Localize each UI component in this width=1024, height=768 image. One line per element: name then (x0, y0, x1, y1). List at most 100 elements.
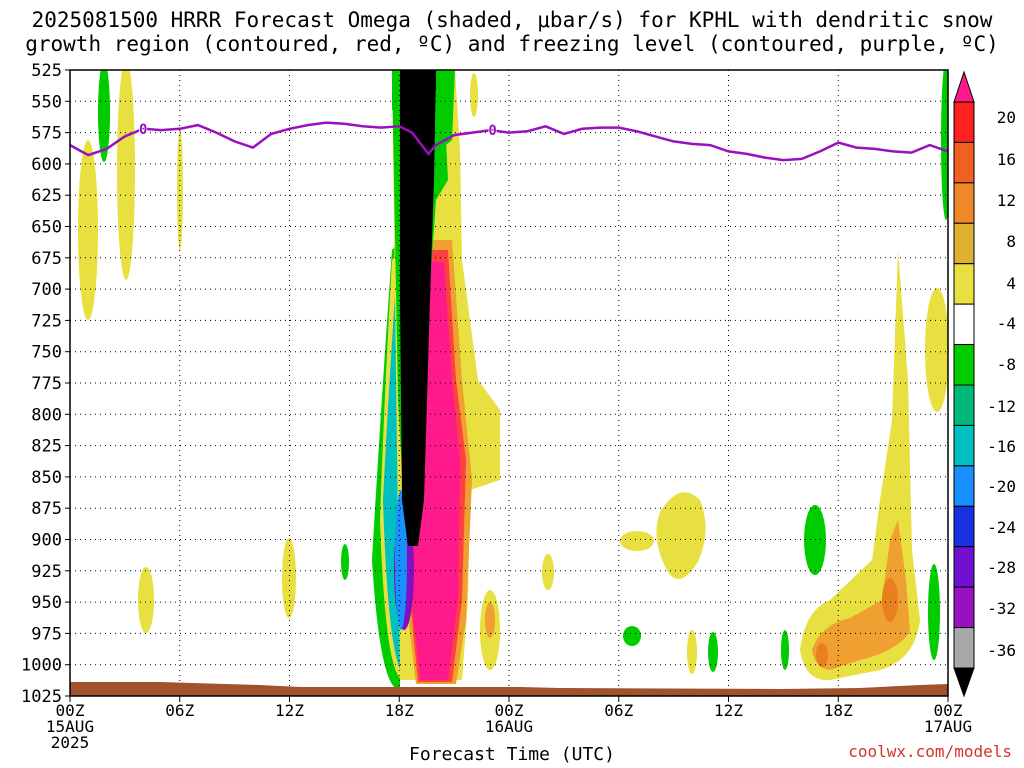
colorbar-label-11: -28 (987, 558, 1016, 577)
shaded-region-22 (485, 602, 495, 638)
x-tick-label-6: 12Z (714, 701, 743, 720)
x-tick-label-0: 00Z (56, 701, 85, 720)
colorbar-label-6: -8 (997, 355, 1016, 374)
terrain-fill (70, 682, 948, 696)
plot-frame (69, 69, 949, 697)
y-tick-label-0: 525 (31, 61, 62, 81)
y-tick-label-19: 1000 (21, 656, 62, 676)
colorbar-swatch-2 (953, 141, 975, 184)
colorbar-bottom-triangle (953, 667, 975, 698)
colorbar-label-7: -12 (987, 397, 1016, 416)
shaded-region-18 (400, 70, 436, 546)
shaded-region-6 (341, 544, 349, 580)
freezing-label-bg-0 (139, 121, 148, 136)
x-tick-label-4: 00Z (495, 701, 524, 720)
y-tick-label-13: 850 (31, 468, 62, 488)
shaded-layer (78, 70, 948, 690)
y-tick-label-17: 950 (31, 593, 62, 613)
freezing-level-label-1: 0 (488, 123, 496, 139)
shaded-region-2 (98, 70, 110, 162)
colorbar-swatch-8 (953, 384, 975, 426)
colorbar-swatch-11 (953, 505, 975, 548)
x-tick-sublabel2-0: 2025 (51, 733, 90, 752)
shaded-region-33 (882, 578, 898, 622)
chart-title: 2025081500 HRRR Forecast Omega (shaded, … (31, 8, 993, 32)
freezing-level-label-0: 0 (139, 122, 147, 138)
y-tick-label-16: 925 (31, 562, 62, 582)
shaded-region-28 (708, 632, 718, 672)
shaded-region-29 (781, 630, 789, 670)
y-tick-label-8: 725 (31, 311, 62, 331)
y-tick-label-1: 550 (31, 92, 62, 112)
x-tick-sublabel-4: 16AUG (485, 717, 533, 736)
x-tick-sublabel-0: 15AUG (46, 717, 94, 736)
shaded-region-37 (941, 70, 948, 220)
shaded-region-1 (117, 70, 135, 280)
shaded-region-0 (78, 140, 98, 320)
grid-layer (69, 69, 949, 697)
colorbar-label-5: -4 (997, 314, 1016, 333)
shaded-region-34 (816, 643, 828, 667)
colorbar-swatch-7 (953, 344, 975, 386)
y-tick-label-5: 650 (31, 218, 62, 238)
y-tick-label-2: 575 (31, 124, 62, 144)
colorbar-swatch-5 (953, 263, 975, 305)
colorbar-swatch-3 (953, 182, 975, 224)
colorbar-label-8: -16 (987, 437, 1016, 456)
colorbar-swatch-9 (953, 424, 975, 467)
y-tick-label-10: 775 (31, 374, 62, 394)
x-tick-sublabel-8: 17AUG (924, 717, 972, 736)
shaded-region-17 (395, 490, 407, 630)
colorbar-label-12: -32 (987, 599, 1016, 618)
y-tick-label-3: 600 (31, 155, 62, 175)
colorbar-swatch-14 (953, 627, 975, 669)
colorbar-swatch-13 (953, 586, 975, 629)
shaded-region-5 (282, 538, 296, 618)
x-tick-label-8: 00Z (934, 701, 963, 720)
shaded-region-25 (656, 492, 706, 580)
x-tick-label-3: 18Z (385, 701, 414, 720)
shaded-region-23 (542, 554, 554, 590)
shaded-region-19 (400, 70, 436, 90)
colorbar-label-2: 12 (997, 191, 1016, 210)
shaded-region-26 (623, 626, 641, 646)
shaded-region-32 (812, 520, 910, 670)
colorbar-label-10: -24 (987, 518, 1016, 537)
colorbar-label-4: 4 (1006, 274, 1016, 293)
colorbar-swatch-12 (953, 546, 975, 588)
y-tick-label-9: 750 (31, 343, 62, 363)
y-tick-label-4: 625 (31, 186, 62, 206)
shaded-region-4 (138, 567, 154, 633)
x-tick-label-5: 06Z (604, 701, 633, 720)
colorbar-label-0: 20 (997, 108, 1016, 127)
colorbar-top-triangle (953, 70, 975, 103)
y-tick-label-18: 975 (31, 624, 62, 644)
y-tick-label-7: 700 (31, 280, 62, 300)
shaded-region-27 (687, 630, 697, 674)
colorbar-swatch-6 (953, 303, 975, 346)
x-tick-label-2: 12Z (275, 701, 304, 720)
x-axis-label: Forecast Time (UTC) (409, 744, 615, 765)
shaded-region-36 (928, 564, 940, 660)
colorbar-swatch-4 (953, 222, 975, 265)
x-tick-label-7: 18Z (824, 701, 853, 720)
y-tick-label-15: 900 (31, 531, 62, 551)
chart-title-line2: growth region (contoured, red, ºC) and f… (25, 32, 999, 56)
colorbar-label-3: 8 (1006, 232, 1016, 251)
colorbar-swatch-10 (953, 465, 975, 507)
shaded-region-35 (925, 288, 948, 412)
shaded-region-24 (620, 531, 654, 551)
colorbar-label-13: -36 (987, 641, 1016, 660)
y-tick-label-6: 675 (31, 249, 62, 269)
colorbar-swatch-1 (953, 101, 975, 143)
credit-text: coolwx.com/models (848, 742, 1012, 761)
x-tick-label-1: 06Z (165, 701, 194, 720)
colorbar-label-1: 16 (997, 150, 1016, 169)
freezing-label-bg-1 (488, 123, 497, 138)
y-tick-label-11: 800 (31, 405, 62, 425)
colorbar-label-9: -20 (987, 477, 1016, 496)
freezing-level-line (69, 121, 949, 162)
y-tick-label-20: 1025 (21, 687, 62, 707)
shaded-region-20 (470, 73, 478, 117)
